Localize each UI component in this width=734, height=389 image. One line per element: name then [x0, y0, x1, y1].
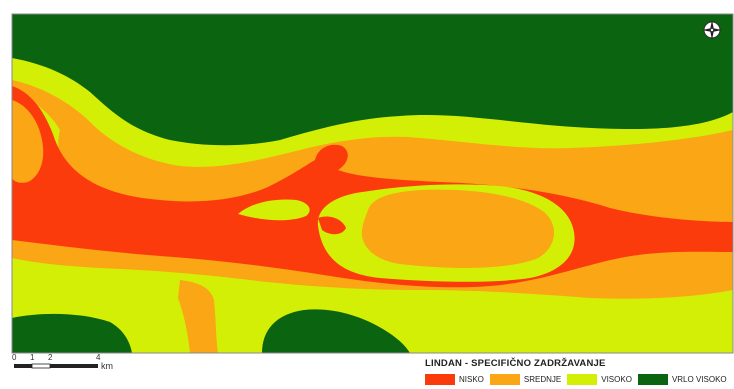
compass-rose-icon [700, 18, 724, 42]
legend-swatch-srednje [489, 374, 520, 385]
scale-tick-4: 4 [96, 353, 101, 362]
legend-title: LINDAN - SPECIFIČNO ZADRŽAVANJE [425, 358, 606, 369]
scale-unit: km [101, 361, 113, 371]
zone-visoko-lens [238, 199, 310, 221]
scale-bar [14, 363, 98, 369]
legend-label-srednje: SREDNJE [523, 375, 562, 384]
legend-label-nisko: NISKO [459, 375, 484, 384]
map-frame [11, 13, 734, 354]
legend-label-visoko: VISOKO [601, 375, 632, 384]
legend-swatch-vrlo-visoko [637, 374, 668, 385]
legend-item-visoko: VISOKO [567, 374, 632, 385]
legend-item-nisko: NISKO [425, 374, 484, 385]
zone-srednje-island [361, 189, 555, 268]
scale-tick-2: 2 [48, 353, 53, 362]
legend-item-srednje: SREDNJE [489, 374, 562, 385]
legend-swatch-visoko [567, 374, 598, 385]
zone-vrlo-visoko-south [262, 309, 410, 353]
zone-vrlo-visoko-north [12, 14, 733, 146]
legend-label-vrlo-visoko: VRLO VISOKO [671, 375, 727, 384]
zone-srednje-south [178, 280, 218, 353]
legend-swatch-nisko [425, 374, 455, 385]
zone-vrlo-visoko-sw [12, 313, 132, 353]
legend: NISKO SREDNJE VISOKO VRLO VISOKO [425, 374, 733, 385]
legend-item-vrlo-visoko: VRLO VISOKO [637, 374, 727, 385]
scale-tick-1: 1 [30, 353, 35, 362]
zone-srednje-west [12, 100, 44, 183]
scale-tick-0: 0 [12, 353, 17, 362]
zone-nisko-lobe [318, 216, 346, 235]
